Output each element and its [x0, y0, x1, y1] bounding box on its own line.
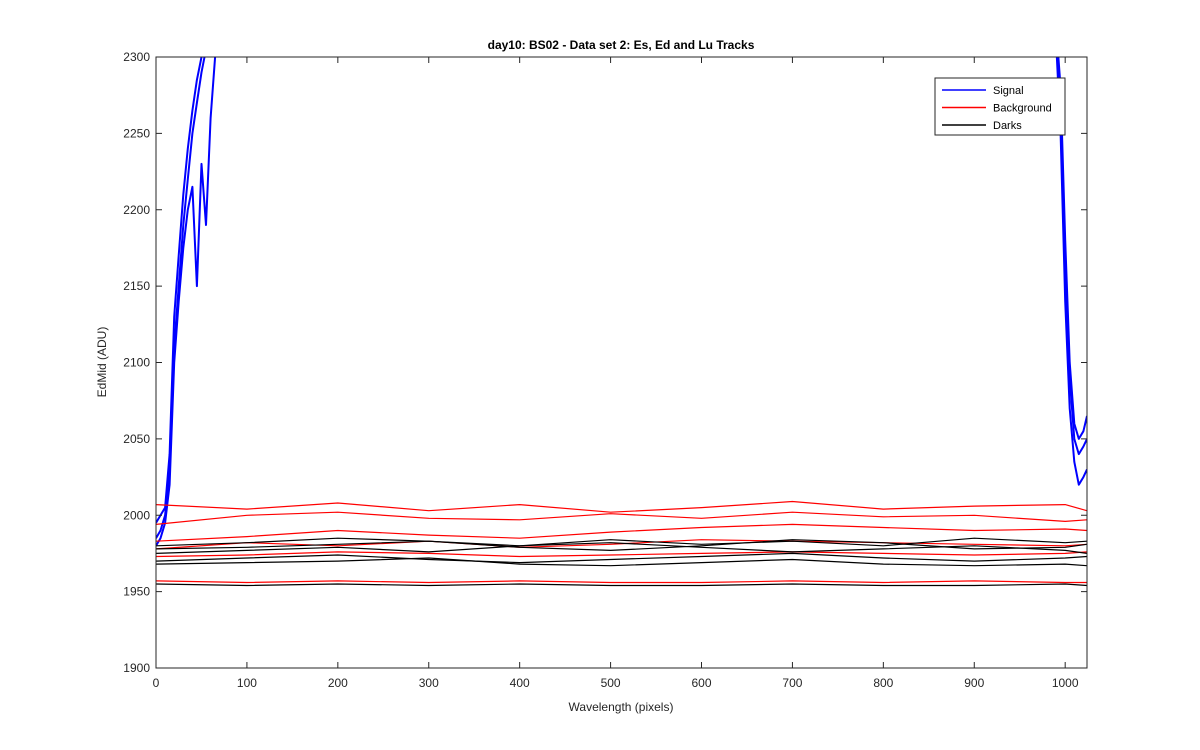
series-layer	[156, 57, 1087, 587]
x-tick-label: 300	[419, 676, 439, 690]
chart-title: day10: BS02 - Data set 2: Es, Ed and Lu …	[488, 38, 755, 52]
series-line-background-11	[156, 580, 1087, 584]
x-tick-label: 900	[964, 676, 984, 690]
y-tick-label: 2250	[123, 126, 150, 140]
y-tick-label: 2100	[123, 356, 150, 370]
y-tick-label: 2200	[123, 203, 150, 217]
series-line-signal-2	[156, 57, 217, 547]
x-tick-label: 600	[691, 676, 711, 690]
x-tick-label: 800	[873, 676, 893, 690]
y-tick-label: 2050	[123, 432, 150, 446]
y-tick-label: 1900	[123, 661, 150, 675]
series-line-signal-5	[1055, 57, 1087, 486]
x-tick-label: 100	[237, 676, 257, 690]
x-tick-label: 0	[153, 676, 160, 690]
series-line-background-8	[156, 523, 1087, 542]
y-tick-label: 1950	[123, 585, 150, 599]
x-axis-label: Wavelength (pixels)	[569, 700, 674, 714]
series-line-darks-15	[156, 552, 1087, 564]
y-tick-label: 2150	[123, 279, 150, 293]
series-line-darks-13	[156, 539, 1087, 552]
legend-label-background: Background	[993, 103, 1052, 115]
y-axis-label: EdMid (ADU)	[95, 327, 109, 398]
x-tick-label: 1000	[1052, 676, 1079, 690]
series-line-darks-16	[156, 557, 1087, 567]
x-tick-label: 700	[782, 676, 802, 690]
y-tick-label: 2000	[123, 508, 150, 522]
series-line-darks-12	[156, 537, 1087, 547]
x-tick-label: 400	[510, 676, 530, 690]
legend-label-signal: Signal	[993, 85, 1024, 97]
series-line-darks-14	[156, 542, 1087, 554]
legend: Signal Background Darks	[934, 77, 1066, 136]
series-line-signal-1	[156, 57, 203, 524]
series-line-background-6	[156, 500, 1087, 513]
x-axis: 0 100 200 300 400 500 600 700 800 900 1000	[153, 57, 1079, 690]
x-tick-label: 500	[601, 676, 621, 690]
series-line-darks-17	[156, 583, 1087, 587]
series-line-background-10	[156, 551, 1087, 558]
legend-label-darks: Darks	[993, 120, 1022, 132]
y-axis: 1900 1950 2000 2050 2100 2150 2200 2250 2300	[123, 50, 1087, 675]
y-tick-label: 2300	[123, 50, 150, 64]
x-tick-label: 200	[328, 676, 348, 690]
series-line-background-7	[156, 511, 1087, 525]
